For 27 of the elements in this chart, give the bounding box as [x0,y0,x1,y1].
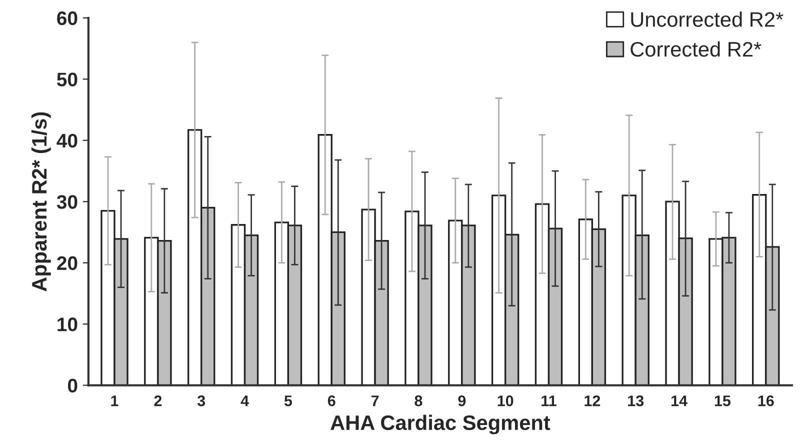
x-tick-label: 13 [628,395,644,406]
x-tick-label: 5 [284,396,292,406]
x-tick-label: 2 [154,395,162,406]
y-tick-label: 20 [57,256,78,270]
x-tick-label: 1 [111,396,118,406]
y-tick-label: 40 [56,134,78,148]
legend-label: Corrected R2* [630,41,762,57]
x-tick-label: 10 [498,395,514,406]
x-tick-label: 11 [542,396,556,406]
x-tick-label: 12 [584,395,600,406]
y-tick-label: 60 [57,11,78,26]
y-tick-label: 0 [68,378,78,393]
x-tick-label: 16 [758,395,774,406]
x-tick-label: 3 [197,395,206,406]
y-axis-title: Apparent R2* (1/s) [31,112,51,292]
y-tick-label: 50 [56,72,78,86]
legend-label: Uncorrected R2* [631,12,784,27]
x-tick-label: 8 [414,395,422,406]
y-tick-label: 10 [58,318,78,332]
y-tick-label: 30 [56,195,78,209]
x-tick-label: 7 [371,396,379,406]
x-tick-label: 14 [672,396,688,406]
x-tick-label: 4 [240,396,249,406]
x-tick-label: 6 [328,395,336,406]
x-tick-label: 15 [714,396,731,406]
x-tick-label: 9 [458,395,466,406]
x-axis-title: AHA Cardiac Segment [330,414,550,434]
